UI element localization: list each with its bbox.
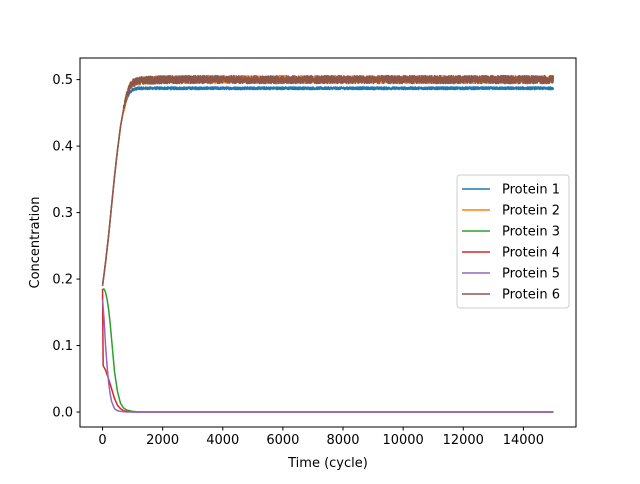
legend-label: Protein 1 xyxy=(502,183,560,198)
x-axis: 0 2000 4000 6000 8000 10000 12000 14000 xyxy=(98,427,544,448)
x-tick-label: 2000 xyxy=(146,433,179,448)
series-line-protein-6 xyxy=(101,74,555,286)
x-tick-label: 6000 xyxy=(266,433,299,448)
plot-lines xyxy=(101,74,555,413)
y-tick-label: 0.1 xyxy=(52,339,73,354)
legend-box xyxy=(456,174,570,309)
legend-label: Protein 5 xyxy=(502,267,560,282)
x-tick-label: 8000 xyxy=(326,433,359,448)
x-axis-label: Time (cycle) xyxy=(287,456,368,471)
series-line-protein-5 xyxy=(101,298,554,413)
x-tick-label: 10000 xyxy=(382,433,423,448)
x-tick-label: 4000 xyxy=(206,433,239,448)
legend-label: Protein 6 xyxy=(502,288,560,303)
x-tick-label: 12000 xyxy=(443,433,484,448)
y-tick-label: 0.0 xyxy=(52,406,73,421)
y-tick-label: 0.2 xyxy=(52,273,73,288)
y-tick-label: 0.5 xyxy=(52,73,73,88)
y-tick-label: 0.3 xyxy=(52,206,73,221)
legend-label: Protein 2 xyxy=(502,204,560,219)
series-line-protein-1 xyxy=(101,86,555,286)
y-axis-label: Concentration xyxy=(28,197,43,289)
x-tick-label: 14000 xyxy=(503,433,544,448)
plot-frame xyxy=(79,57,577,428)
x-tick-label: 0 xyxy=(98,433,106,448)
legend: Protein 1 Protein 2 Protein 3 Protein 4 Prot… xyxy=(456,174,570,309)
legend-label: Protein 4 xyxy=(502,246,560,261)
y-tick-label: 0.4 xyxy=(52,140,73,155)
legend-label: Protein 3 xyxy=(502,225,560,240)
y-axis: 0.0 0.1 0.2 0.3 0.4 0.5 xyxy=(52,73,80,421)
